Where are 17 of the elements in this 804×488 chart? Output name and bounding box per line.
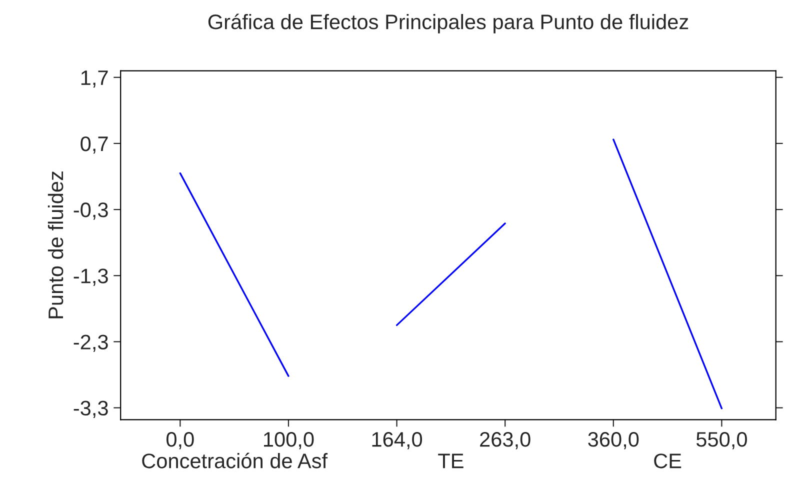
y-tick-label: 1,7 bbox=[81, 70, 108, 88]
y-axis-title: Punto de fluidez bbox=[48, 172, 64, 318]
x-tick-label: 0,0 bbox=[166, 432, 194, 450]
y-tick-label: -1,3 bbox=[74, 268, 108, 286]
text: TE bbox=[438, 454, 464, 468]
x-tick-label: 164,0 bbox=[372, 432, 422, 450]
x-tick-label: 100,0 bbox=[264, 432, 314, 450]
text: Concetración de Asf bbox=[142, 452, 328, 468]
text: CE bbox=[654, 454, 682, 468]
x-tick-label: 550,0 bbox=[696, 432, 747, 450]
y-tick-label: -0,3 bbox=[74, 202, 108, 220]
chart-title: Gráfica de Efectos Principales para Punto de fluidez bbox=[208, 14, 688, 34]
y-tick-label: -2,3 bbox=[74, 334, 108, 352]
x-tick-label: 360,0 bbox=[588, 432, 639, 450]
y-tick-label: 0,7 bbox=[80, 136, 108, 154]
x-tick-label: 263,0 bbox=[480, 432, 530, 450]
y-tick-label: -3,3 bbox=[74, 400, 108, 418]
